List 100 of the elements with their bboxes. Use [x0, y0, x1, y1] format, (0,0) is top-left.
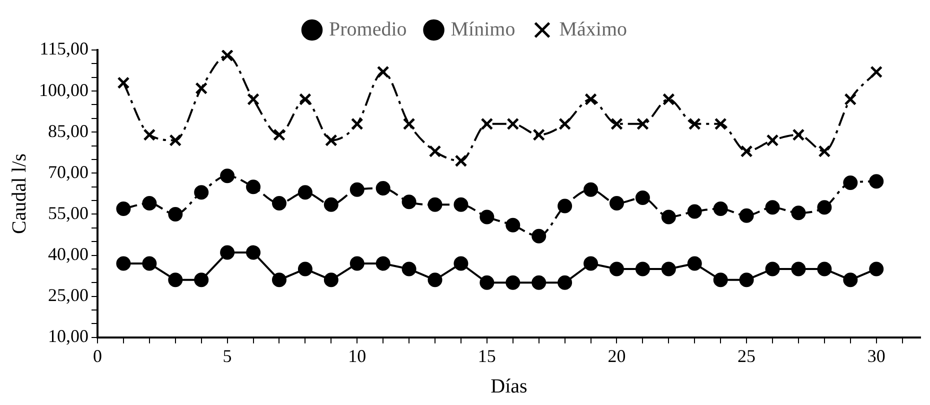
point — [506, 275, 520, 290]
point — [869, 262, 884, 276]
point — [480, 275, 494, 290]
point — [739, 272, 754, 288]
point — [610, 118, 623, 130]
point — [324, 197, 338, 212]
point — [376, 66, 390, 78]
point — [117, 76, 130, 90]
point — [558, 118, 572, 130]
point — [609, 262, 624, 276]
point — [480, 210, 494, 224]
point — [143, 128, 156, 142]
point — [195, 82, 208, 95]
point — [142, 256, 157, 271]
point — [350, 118, 364, 130]
point — [298, 262, 312, 276]
point — [817, 262, 832, 276]
x-tick-label: 25 — [738, 346, 756, 366]
point — [169, 134, 182, 147]
point — [480, 118, 494, 130]
point — [635, 262, 650, 276]
x-tick-label: 5 — [222, 346, 232, 366]
point — [194, 272, 209, 288]
point — [869, 174, 884, 189]
point — [221, 50, 234, 62]
legend-label: Promedio — [329, 18, 407, 40]
point — [532, 228, 546, 244]
point — [506, 118, 520, 130]
point — [402, 118, 416, 130]
point — [220, 168, 235, 184]
x-tick-label: 15 — [478, 346, 496, 366]
point — [402, 194, 416, 210]
point — [609, 196, 624, 211]
point — [687, 204, 702, 219]
point — [246, 180, 261, 194]
point — [635, 190, 650, 206]
y-tick-label: 115,00 — [40, 38, 88, 59]
point — [428, 197, 442, 212]
y-tick-label: 70,00 — [48, 162, 88, 182]
point — [194, 185, 209, 200]
y-tick-label: 40,00 — [48, 244, 88, 264]
point — [220, 245, 235, 260]
y-tick-label: 100,00 — [39, 80, 88, 100]
point — [324, 134, 338, 147]
point — [765, 262, 780, 276]
point — [584, 182, 598, 197]
point — [376, 180, 390, 196]
point — [713, 202, 728, 216]
point — [713, 272, 728, 288]
point — [532, 275, 546, 290]
point — [687, 256, 702, 271]
point — [324, 272, 338, 288]
point — [116, 202, 131, 216]
point — [636, 118, 649, 130]
point — [454, 154, 468, 168]
y-axis-title: Caudal l/s — [8, 153, 30, 234]
point — [272, 272, 286, 288]
point — [376, 256, 390, 271]
point — [714, 118, 727, 130]
point — [843, 176, 858, 190]
point — [688, 118, 701, 130]
x-tick-label: 30 — [867, 346, 886, 366]
point — [428, 272, 442, 288]
point — [246, 245, 261, 260]
x-tick-label: 20 — [608, 346, 626, 366]
point — [428, 145, 442, 158]
legend-label: Mínimo — [450, 18, 516, 40]
point — [168, 272, 183, 288]
point — [740, 145, 753, 158]
point — [870, 66, 883, 78]
point — [844, 93, 857, 106]
point — [584, 256, 598, 271]
point — [739, 208, 754, 223]
point — [766, 134, 779, 147]
point — [142, 196, 157, 211]
x-tick-label: 10 — [348, 346, 366, 366]
point — [661, 210, 676, 224]
point — [168, 206, 183, 222]
point — [299, 93, 312, 106]
point — [662, 93, 675, 106]
point — [454, 197, 468, 212]
point — [532, 128, 546, 142]
point — [273, 128, 286, 142]
y-tick-label: 55,00 — [48, 202, 88, 223]
point — [298, 185, 312, 200]
point — [817, 200, 832, 215]
point — [558, 198, 572, 214]
point — [584, 93, 597, 106]
legend-label: Máximo — [559, 18, 628, 40]
point — [818, 145, 831, 158]
point — [843, 272, 858, 288]
y-tick-label: 25,00 — [48, 285, 88, 306]
point — [272, 196, 286, 211]
point — [791, 262, 806, 276]
point — [350, 256, 364, 271]
x-axis-title: Días — [490, 375, 528, 398]
point — [765, 200, 780, 215]
point — [350, 182, 364, 197]
point — [247, 93, 260, 106]
point — [558, 275, 572, 290]
